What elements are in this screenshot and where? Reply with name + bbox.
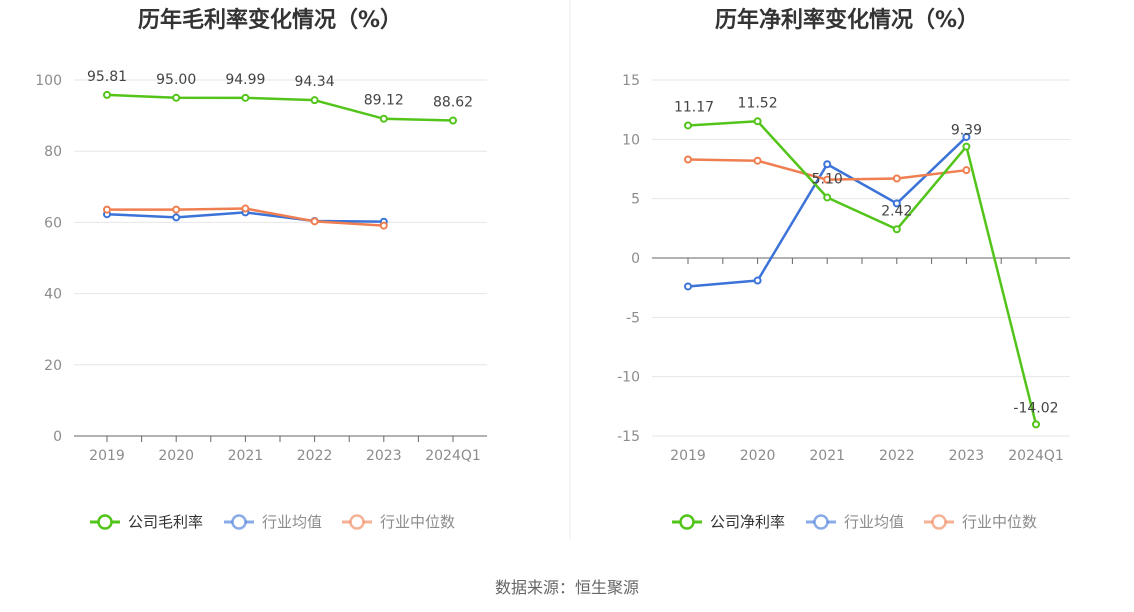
- y-tick-label: 15: [622, 73, 640, 89]
- data-point[interactable]: [684, 121, 692, 130]
- data-point[interactable]: [892, 174, 901, 183]
- x-tick-label: 2022: [879, 448, 915, 464]
- data-point[interactable]: [1032, 420, 1040, 429]
- data-point[interactable]: [823, 193, 832, 202]
- y-tick-label: -10: [617, 370, 640, 386]
- y-tick-label: 0: [53, 429, 62, 445]
- data-point[interactable]: [172, 213, 181, 222]
- legend-label[interactable]: 行业中位数: [962, 513, 1037, 531]
- x-tick-label: 2021: [228, 448, 264, 464]
- data-point[interactable]: [379, 221, 388, 230]
- data-point[interactable]: [753, 117, 762, 126]
- legend-label[interactable]: 行业中位数: [380, 513, 455, 531]
- data-point[interactable]: [172, 205, 181, 214]
- data-point[interactable]: [241, 204, 250, 213]
- legend-marker[interactable]: [349, 514, 365, 530]
- data-point[interactable]: [449, 116, 457, 125]
- data-point[interactable]: [823, 175, 832, 184]
- data-label: 95.00: [156, 72, 196, 88]
- x-tick-label: 2019: [89, 448, 125, 464]
- data-point[interactable]: [172, 93, 181, 102]
- x-tick-label: 2020: [740, 448, 776, 464]
- data-point[interactable]: [684, 282, 692, 291]
- data-point[interactable]: [241, 93, 250, 102]
- series-line: [687, 120, 1038, 425]
- y-tick-label: 80: [44, 144, 62, 160]
- data-point[interactable]: [892, 225, 901, 234]
- y-tick-label: 0: [631, 251, 640, 267]
- legend-marker[interactable]: [679, 514, 695, 530]
- x-tick-label: 2023: [949, 448, 985, 464]
- x-tick-label: 2019: [670, 448, 706, 464]
- data-label: 94.34: [295, 74, 335, 90]
- data-label: 5.10: [812, 171, 843, 187]
- y-tick-label: 100: [35, 73, 62, 89]
- y-tick-label: 20: [44, 358, 62, 374]
- x-tick-label: 2024Q1: [1008, 448, 1064, 464]
- data-point[interactable]: [310, 96, 319, 105]
- data-point[interactable]: [892, 199, 901, 208]
- legend-label[interactable]: 行业均值: [262, 513, 322, 531]
- data-label: 11.17: [674, 99, 714, 115]
- data-point[interactable]: [103, 205, 111, 214]
- data-point[interactable]: [310, 217, 319, 226]
- y-tick-label: 40: [44, 287, 62, 303]
- data-label: 88.62: [433, 95, 473, 111]
- x-tick-label: 2024Q1: [425, 448, 481, 464]
- chart-title-gross-margin: 历年毛利率变化情况（%）: [137, 8, 403, 33]
- legend-marker[interactable]: [813, 514, 829, 530]
- data-point[interactable]: [753, 156, 762, 165]
- data-label: -14.02: [1013, 400, 1058, 416]
- y-tick-label: 60: [44, 215, 62, 231]
- y-tick-label: 10: [622, 132, 640, 148]
- data-point[interactable]: [962, 142, 971, 151]
- y-tick-label: 5: [631, 192, 640, 208]
- x-tick-label: 2023: [366, 448, 402, 464]
- legend-label[interactable]: 公司毛利率: [128, 513, 203, 531]
- x-tick-label: 2022: [297, 448, 333, 464]
- data-point[interactable]: [823, 160, 832, 169]
- y-tick-label: -5: [626, 310, 640, 326]
- chart-title-net-margin: 历年净利率变化情况（%）: [714, 8, 980, 33]
- data-label: 89.12: [364, 93, 404, 109]
- legend-marker[interactable]: [231, 514, 247, 530]
- x-tick-label: 2020: [158, 448, 194, 464]
- data-point[interactable]: [684, 155, 692, 164]
- data-label: 94.99: [225, 72, 265, 88]
- data-point[interactable]: [379, 114, 388, 123]
- x-tick-label: 2021: [809, 448, 845, 464]
- legend-label[interactable]: 行业均值: [844, 513, 904, 531]
- data-point[interactable]: [103, 90, 111, 99]
- data-source: 数据来源：恒生聚源: [494, 578, 639, 597]
- series-line: [106, 93, 454, 122]
- data-point[interactable]: [962, 132, 971, 141]
- gross-margin-chart: 0 20 40 60 80 100 2019 2020 2021 2022 2023 2024Q1 95…: [35, 69, 487, 531]
- legend-marker[interactable]: [931, 514, 947, 530]
- data-label: 9.39: [951, 123, 982, 139]
- legend-label[interactable]: 公司净利率: [710, 513, 785, 531]
- legend-marker[interactable]: [97, 514, 113, 530]
- data-point[interactable]: [753, 276, 762, 285]
- data-label: 95.81: [87, 69, 127, 85]
- data-label: 11.52: [738, 95, 778, 111]
- y-tick-label: -15: [617, 429, 640, 445]
- data-label: 2.42: [881, 203, 912, 219]
- net-margin-chart: -15 -10 -5 0 5 10 15 2019 2020 2021 2022 2023 2024Q1…: [617, 73, 1070, 531]
- data-point[interactable]: [962, 166, 971, 175]
